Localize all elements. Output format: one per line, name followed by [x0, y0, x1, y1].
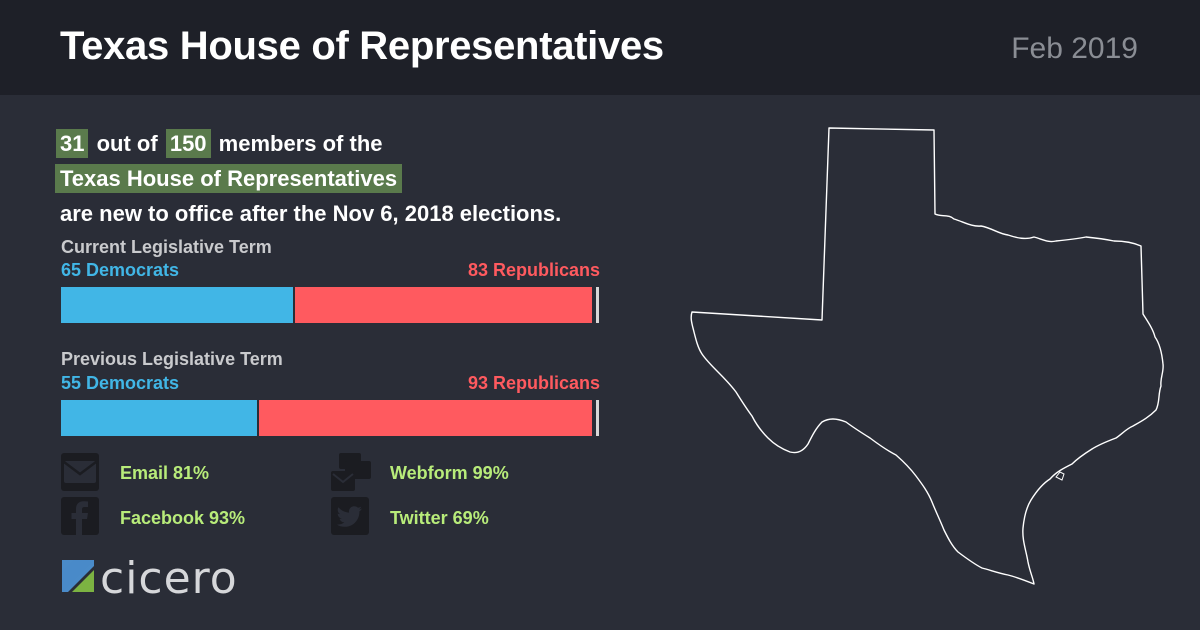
- page-title: Texas House of Representatives: [60, 24, 664, 68]
- previous-rep-segment: [259, 400, 592, 436]
- new-member-count: 31: [56, 129, 89, 158]
- cicero-logo-word: cicero: [100, 553, 238, 604]
- intro-text: 31 out of 150 members of the Texas House…: [55, 126, 680, 231]
- chamber-name: Texas House of Representatives: [55, 164, 403, 193]
- header-bar: Texas House of Representatives Feb 2019: [0, 0, 1200, 95]
- twitter-icon: [331, 497, 369, 535]
- current-term-bar: [61, 287, 599, 323]
- total-member-count: 150: [165, 129, 211, 158]
- webform-icon: [331, 453, 371, 491]
- date-label: Feb 2019: [1011, 32, 1138, 65]
- facebook-icon: [61, 497, 99, 535]
- intro-out-of: out of: [96, 131, 158, 156]
- previous-dem-segment: [61, 400, 257, 436]
- previous-other-segment: [596, 400, 599, 436]
- facebook-rate: Facebook 93%: [120, 508, 246, 528]
- cicero-logo-mark: [62, 560, 94, 597]
- current-term-label: Current Legislative Term: [61, 237, 272, 257]
- previous-term-bar: [61, 400, 599, 436]
- bay-detail: [1055, 471, 1065, 481]
- twitter-rate: Twitter 69%: [390, 508, 489, 528]
- webform-rate: Webform 99%: [390, 463, 509, 483]
- current-dem-segment: [61, 287, 293, 323]
- texas-outline: [690, 127, 1164, 585]
- current-rep-segment: [295, 287, 592, 323]
- current-other-segment: [596, 287, 599, 323]
- previous-rep-label: 93 Republicans: [467, 373, 600, 393]
- intro-after: are new to office after the Nov 6, 2018 …: [60, 201, 562, 226]
- previous-term-label: Previous Legislative Term: [61, 349, 283, 369]
- email-rate: Email 81%: [120, 463, 210, 483]
- envelope-icon: [61, 453, 99, 491]
- intro-members: members of the: [218, 131, 383, 156]
- current-dem-label: 65 Democrats: [61, 260, 180, 280]
- previous-dem-label: 55 Democrats: [61, 373, 180, 393]
- current-rep-label: 83 Republicans: [467, 260, 600, 280]
- texas-map: [690, 127, 1164, 585]
